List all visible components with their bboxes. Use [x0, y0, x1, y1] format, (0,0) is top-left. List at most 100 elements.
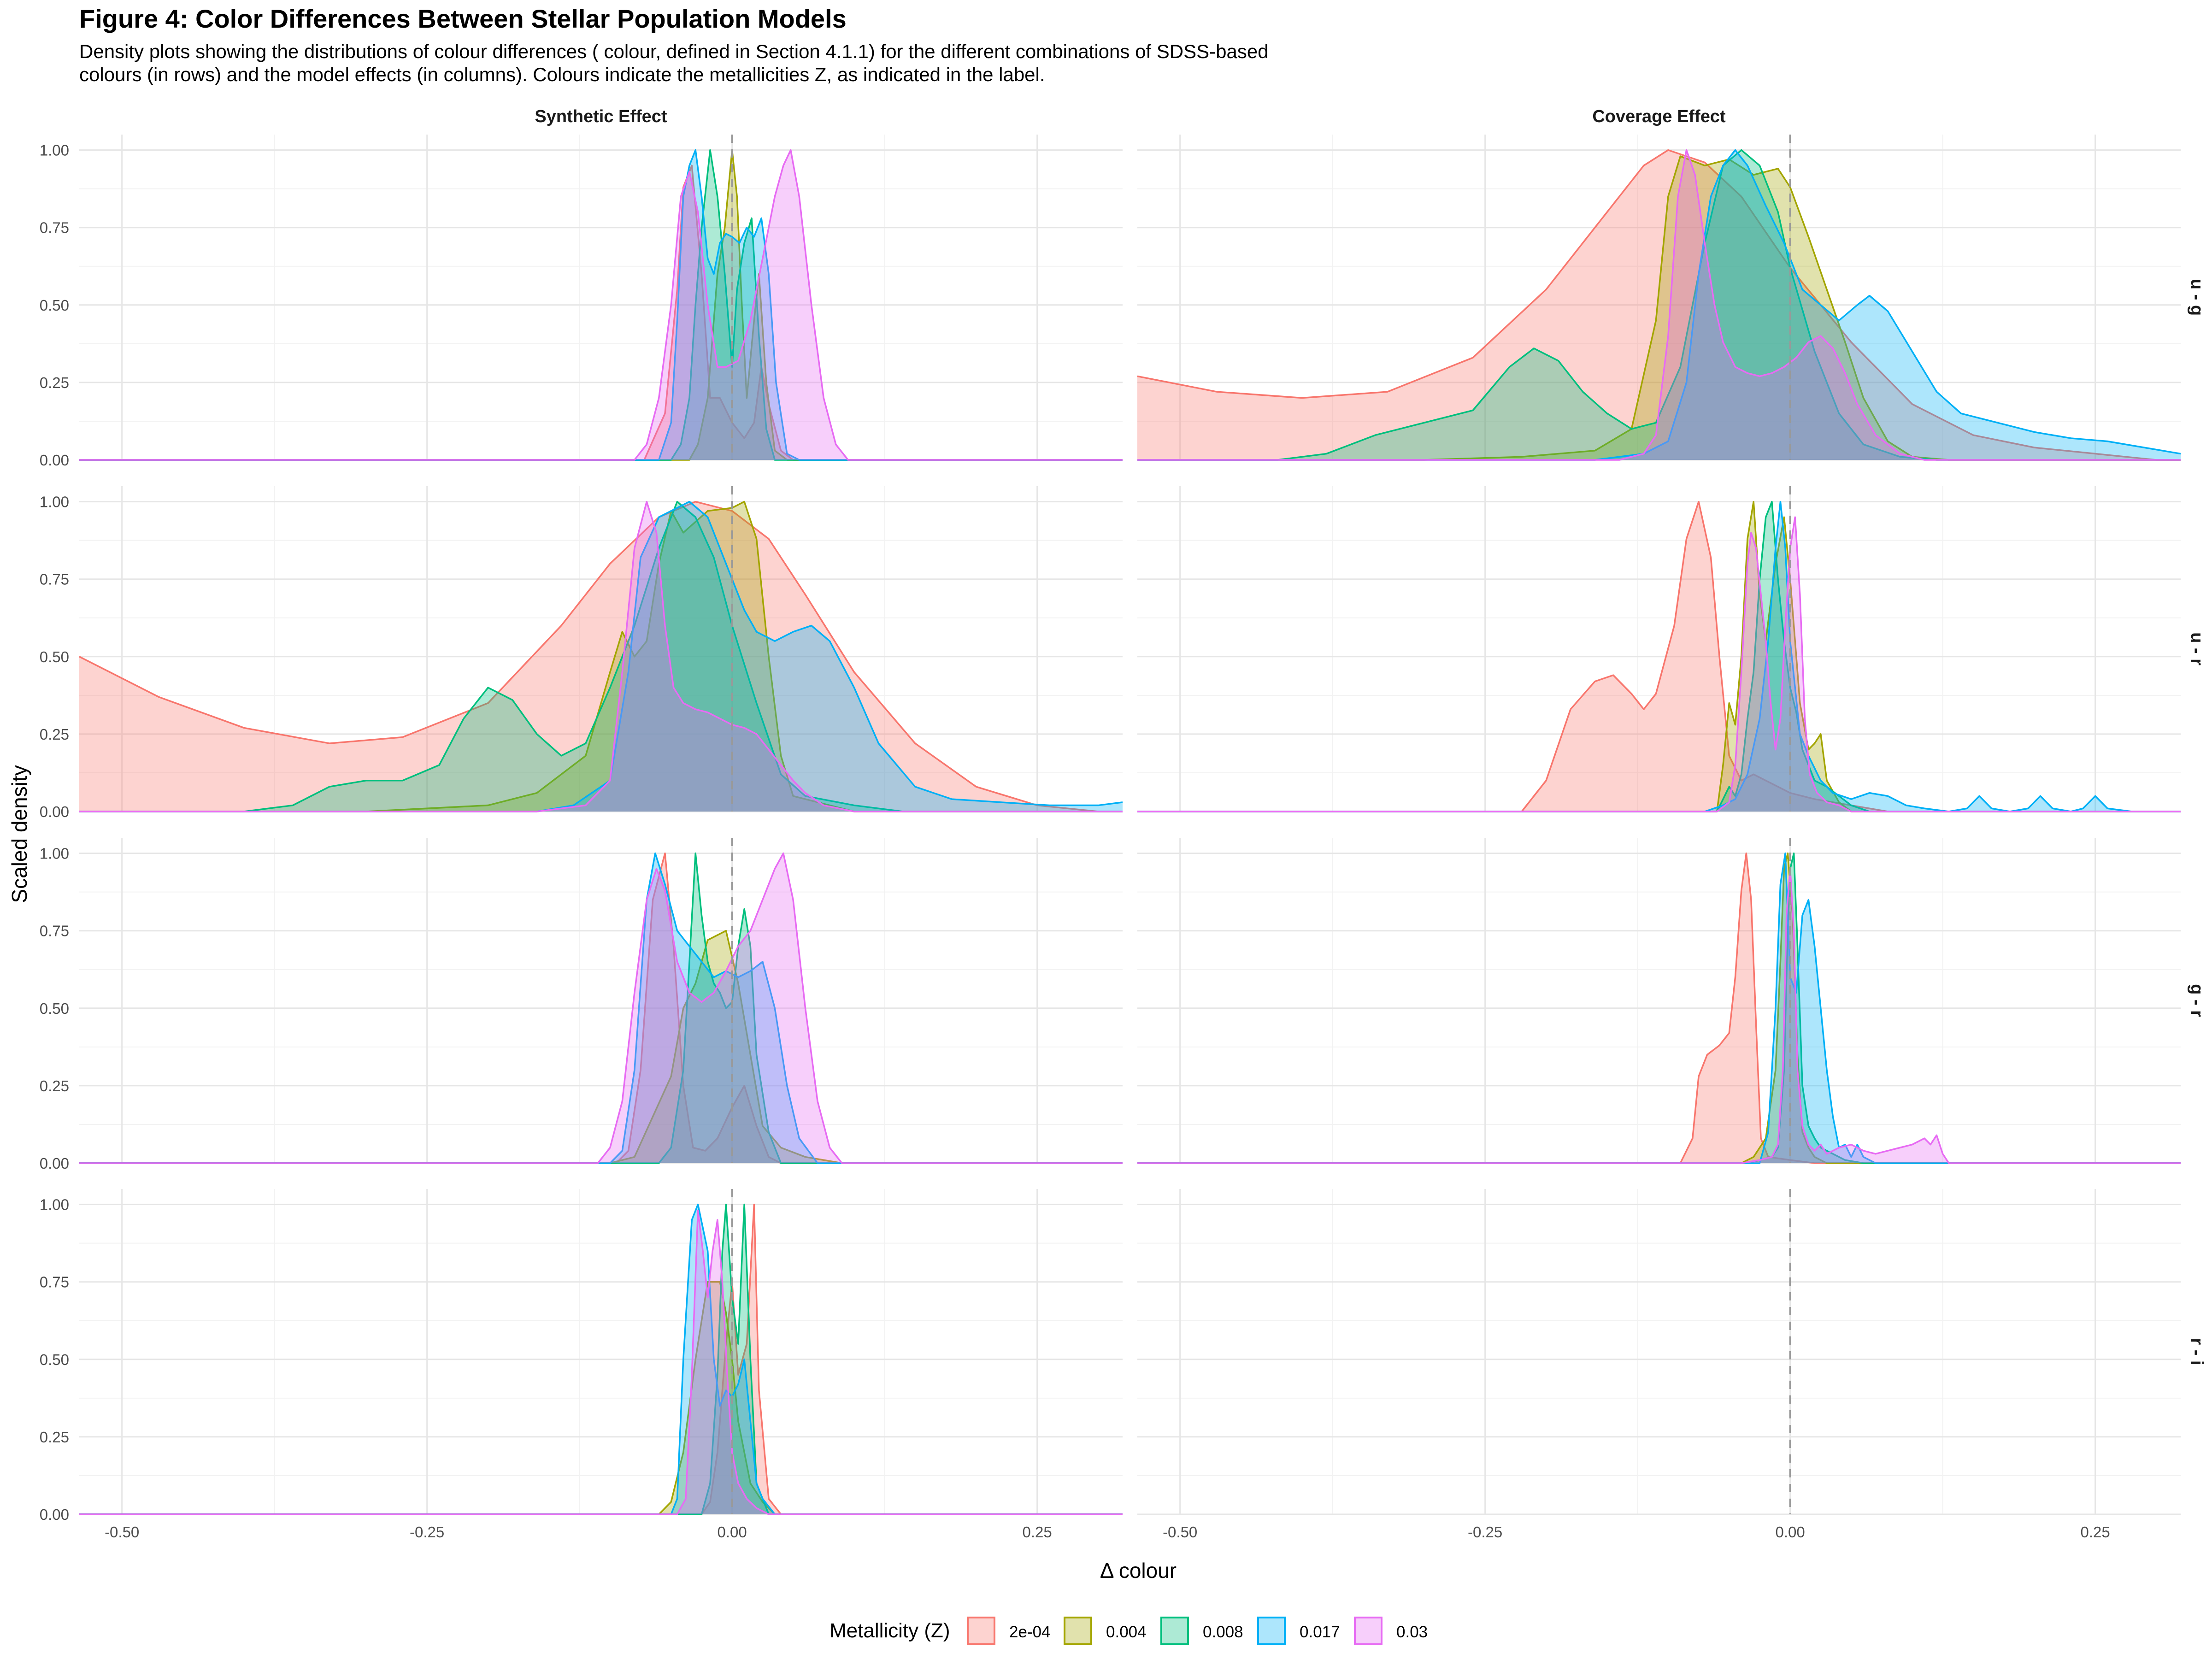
panel-g-r-synthetic: 0.00 0.25 0.50 0.75 1.00: [40, 838, 1123, 1172]
legend-label-2e-04: 2e-04: [1009, 1623, 1051, 1641]
density-line-0.03: [1137, 868, 2181, 1164]
x-tick-label: 0.25: [1023, 1524, 1052, 1541]
x-tick-label: 0.25: [2081, 1524, 2110, 1541]
y-tick-label: 0.50: [40, 1351, 69, 1368]
legend-label-0.008: 0.008: [1203, 1623, 1243, 1641]
legend-label-0.004: 0.004: [1106, 1623, 1147, 1641]
density-area-0.017: [1759, 853, 1876, 1163]
density-area-0.004: [610, 930, 842, 1163]
legend-key-0.004: [1064, 1617, 1092, 1645]
density-line-0.03: [79, 149, 1123, 461]
legend: Metallicity (Z) 2e-04 0.004 0.008 0.017 0.03: [830, 1617, 1428, 1645]
density-area-0.017: [536, 501, 1123, 812]
y-tick-label: 0.00: [40, 452, 69, 469]
y-tick-label: 0.25: [40, 374, 69, 391]
density-line-0.03: [1137, 149, 2181, 461]
legend-key-0.008: [1160, 1617, 1189, 1645]
x-tick-label: 0.00: [1776, 1524, 1805, 1541]
y-tick-label: 0.75: [40, 219, 69, 236]
x-tick-label: -0.25: [410, 1524, 444, 1541]
legend-label-0.03: 0.03: [1396, 1623, 1428, 1641]
density-area-2e-04: [1137, 150, 2157, 460]
density-line-0.004: [1137, 852, 2181, 1164]
y-tick-label: 0.00: [40, 1155, 69, 1172]
density-line-2e-04: [1137, 852, 2181, 1164]
facet-column-label: Synthetic Effect: [535, 107, 667, 126]
density-line-0.03: [79, 1210, 1123, 1515]
chart-subtitle-line-1: Density plots showing the distributions …: [79, 41, 1269, 62]
density-line-0.004: [79, 930, 1123, 1164]
y-tick-label: 0.25: [40, 1077, 69, 1094]
density-line-2e-04: [79, 852, 1123, 1164]
y-tick-label: 0.50: [40, 297, 69, 314]
facet-row-label: u - g: [2187, 279, 2206, 316]
panel-r-i-synthetic: 0.00 0.25 0.50 0.75 1.00 -0.50 -0.25 0.00 0.25: [40, 1189, 1123, 1541]
density-line-0.017: [79, 149, 1123, 461]
facet-column-label: Coverage Effect: [1592, 107, 1726, 126]
density-line-2e-04: [1137, 500, 2181, 812]
panel-r-i-coverage: -0.50 -0.25 0.00 0.25: [1137, 1189, 2181, 1541]
chart-subtitle-line-2: colours (in rows) and the model effects …: [79, 64, 1045, 85]
density-area-2e-04: [616, 853, 781, 1163]
density-area-2e-04: [1522, 501, 1888, 812]
x-tick-label: -0.50: [105, 1524, 139, 1541]
density-line-2e-04: [79, 500, 1123, 812]
x-tick-label: -0.25: [1468, 1524, 1502, 1541]
density-area-0.03: [634, 150, 848, 460]
density-area-0.03: [598, 853, 842, 1163]
density-area-0.03: [677, 1211, 769, 1514]
density-line-0.017: [79, 500, 1123, 812]
y-tick-label: 1.00: [40, 845, 69, 862]
y-tick-label: 0.75: [40, 1274, 69, 1291]
legend-title: Metallicity (Z): [830, 1619, 950, 1642]
y-tick-label: 0.75: [40, 923, 69, 940]
density-line-0.03: [1137, 516, 2181, 812]
density-area-0.008: [244, 501, 903, 812]
density-area-0.017: [659, 150, 800, 460]
density-area-0.008: [659, 853, 781, 1163]
chart-title: Figure 4: Color Differences Between Stel…: [79, 4, 847, 33]
y-tick-label: 1.00: [40, 494, 69, 511]
density-area-0.017: [1594, 150, 2181, 460]
density-line-0.03: [79, 852, 1123, 1164]
density-line-0.004: [79, 500, 1123, 812]
facet-row-label: r - i: [2187, 1338, 2206, 1365]
y-tick-label: 0.25: [40, 726, 69, 743]
panel-u-r-coverage: [1137, 486, 2181, 812]
density-area-0.008: [1277, 150, 1937, 460]
density-line-2e-04: [79, 165, 1123, 461]
density-line-0.03: [79, 500, 1123, 812]
y-tick-label: 1.00: [40, 1196, 69, 1213]
density-area-0.017: [671, 1204, 775, 1514]
y-tick-label: 0.50: [40, 1000, 69, 1017]
legend-label-0.017: 0.017: [1300, 1623, 1340, 1641]
legend-key-2e-04: [967, 1617, 995, 1645]
legend-key-0.03: [1354, 1617, 1382, 1645]
density-line-0.008: [79, 500, 1123, 812]
y-tick-label: 0.50: [40, 648, 69, 665]
density-area-0.017: [610, 853, 818, 1163]
y-tick-label: 0.25: [40, 1429, 69, 1446]
density-line-0.008: [79, 852, 1123, 1164]
x-tick-label: -0.50: [1163, 1524, 1197, 1541]
x-tick-label: 0.00: [718, 1524, 747, 1541]
density-line-2e-04: [1137, 149, 2181, 461]
density-line-0.008: [79, 149, 1123, 461]
density-area-0.03: [1717, 517, 1852, 812]
density-line-0.004: [79, 149, 1123, 461]
density-area-0.008: [1717, 501, 1870, 812]
density-area-2e-04: [79, 501, 1099, 812]
y-tick-label: 1.00: [40, 142, 69, 159]
x-axis-title: Δ colour: [1100, 1559, 1177, 1583]
y-tick-label: 0.00: [40, 1506, 69, 1523]
density-line-0.004: [1137, 155, 2181, 461]
density-line-0.008: [1137, 149, 2181, 461]
density-line-0.017: [1137, 852, 2181, 1164]
density-area-0.004: [1424, 156, 1949, 460]
legend-key-0.017: [1257, 1617, 1286, 1645]
density-line-0.017: [1137, 500, 2181, 812]
panel-g-r-coverage: [1137, 838, 2181, 1164]
density-line-0.017: [1137, 149, 2181, 461]
facet-row-label: u - r: [2187, 632, 2206, 665]
